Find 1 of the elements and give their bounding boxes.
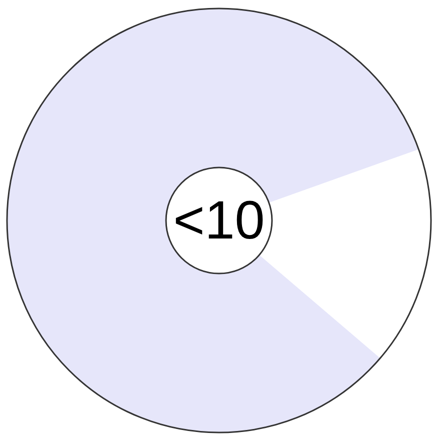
text: <10 (173, 190, 265, 250)
